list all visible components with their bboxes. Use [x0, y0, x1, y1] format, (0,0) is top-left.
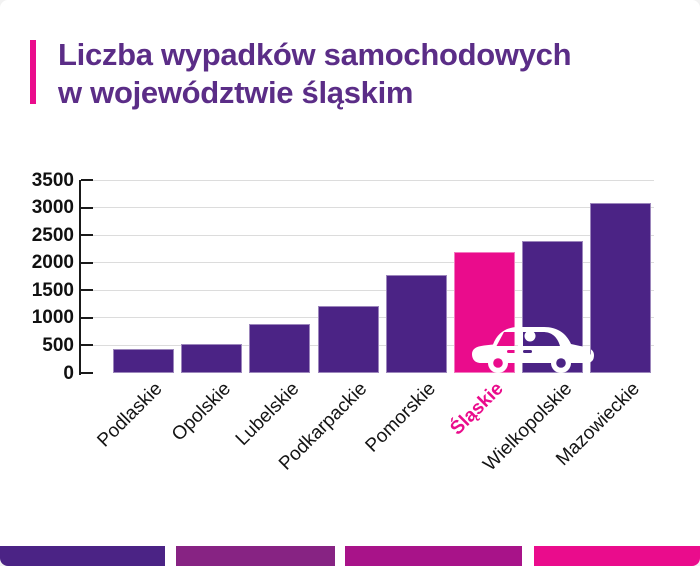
y-tick-1000 [81, 316, 93, 319]
page-title: Liczba wypadków samochodowych w wojewódz… [58, 36, 638, 112]
footer-segment-1 [0, 546, 165, 566]
y-axis-line [79, 180, 81, 375]
y-tick-2000 [81, 261, 93, 264]
gridline-2000 [82, 262, 654, 264]
x-axis-label-śląskie: Śląskie [446, 378, 508, 440]
y-axis-label-1000: 1000 [31, 307, 74, 329]
page-title-line-1: Liczba wypadków samochodowych [58, 37, 572, 72]
y-axis-label-0: 0 [63, 362, 74, 384]
x-axis-label-opolskie: Opolskie [167, 378, 235, 446]
y-axis-label-500: 500 [42, 334, 74, 356]
y-tick-500 [81, 344, 93, 347]
car-icon [471, 322, 595, 375]
bar-podlaskie [113, 349, 174, 373]
y-tick-1500 [81, 289, 93, 292]
x-axis-label-podlaskie: Podlaskie [93, 378, 167, 452]
y-axis-label-1500: 1500 [31, 279, 74, 301]
driver-head-icon [524, 330, 536, 342]
y-axis-label-3000: 3000 [31, 197, 74, 219]
y-axis-label-2500: 2500 [31, 224, 74, 246]
bar-lubelskie [249, 324, 311, 373]
gridline-2500 [82, 234, 654, 236]
x-axis-label-pomorskie: Pomorskie [361, 378, 440, 457]
gridline-1500 [82, 289, 654, 291]
footer-segment-3 [345, 546, 522, 566]
y-axis-label-2000: 2000 [31, 252, 74, 274]
title-accent-bar [30, 40, 36, 104]
x-axis-label-lubelskie: Lubelskie [231, 378, 304, 450]
y-tick-0 [81, 372, 93, 374]
bar-podkarpackie [317, 305, 379, 373]
y-tick-3000 [81, 206, 93, 209]
page-title-line-2: w województwie śląskim [58, 75, 414, 110]
bar-opolskie [181, 343, 243, 373]
footer-segment-4 [534, 546, 700, 566]
gridline-3500 [82, 179, 654, 181]
y-tick-2500 [81, 234, 93, 237]
gridline-3000 [82, 207, 654, 209]
bar-pomorskie [385, 274, 447, 373]
y-axis-label-3500: 3500 [31, 169, 74, 191]
bar-mazowieckie [590, 202, 652, 373]
footer-segment-2 [176, 546, 335, 566]
y-tick-3500 [81, 179, 93, 181]
